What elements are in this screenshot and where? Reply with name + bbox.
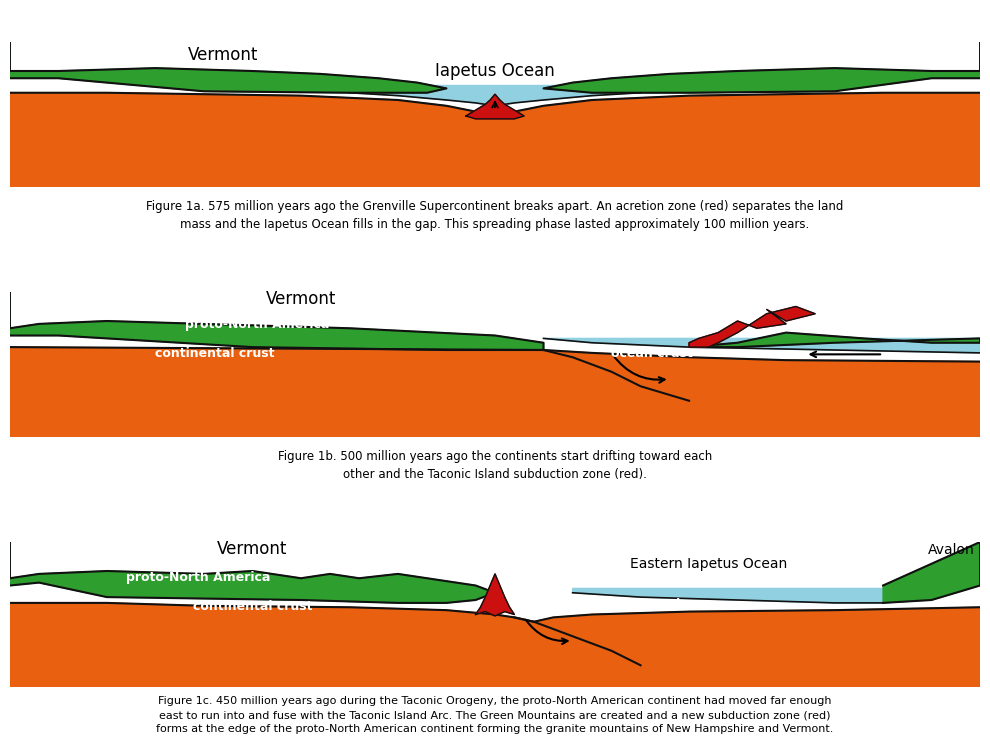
- Text: Figure 1a. 575 million years ago the Grenville Supercontinent breaks apart. An a: Figure 1a. 575 million years ago the Gre…: [147, 200, 843, 231]
- Polygon shape: [10, 292, 544, 350]
- Text: 575 million years ago: 575 million years ago: [15, 11, 268, 31]
- Text: proto-North America: proto-North America: [127, 572, 270, 584]
- Polygon shape: [544, 338, 980, 353]
- Polygon shape: [466, 94, 524, 118]
- Polygon shape: [10, 372, 980, 437]
- Polygon shape: [544, 350, 689, 437]
- Polygon shape: [10, 93, 980, 187]
- Text: Iapetus Ocean: Iapetus Ocean: [436, 62, 554, 80]
- Text: Vermont: Vermont: [265, 290, 337, 308]
- Polygon shape: [883, 542, 980, 603]
- Text: Vermont: Vermont: [188, 46, 258, 64]
- Polygon shape: [10, 112, 980, 187]
- Polygon shape: [10, 603, 534, 687]
- Polygon shape: [10, 42, 446, 93]
- Text: continental crust: continental crust: [155, 347, 275, 360]
- Polygon shape: [475, 574, 515, 616]
- Polygon shape: [10, 347, 544, 437]
- Polygon shape: [534, 608, 980, 687]
- Text: 450 million years ago: 450 million years ago: [15, 511, 267, 531]
- Text: continental crust: continental crust: [193, 600, 312, 613]
- Text: ocean crust: ocean crust: [612, 347, 693, 360]
- Text: Figure 1b. 500 million years ago the continents start drifting toward each
other: Figure 1b. 500 million years ago the con…: [278, 450, 712, 481]
- Polygon shape: [544, 42, 980, 93]
- Polygon shape: [544, 350, 980, 437]
- Polygon shape: [349, 86, 641, 106]
- Text: 500 million years ago: 500 million years ago: [15, 261, 267, 281]
- Polygon shape: [689, 332, 980, 347]
- Polygon shape: [572, 589, 883, 603]
- Polygon shape: [689, 307, 815, 347]
- Text: ocean crust: ocean crust: [600, 597, 681, 610]
- Text: Eastern Iapetus Ocean: Eastern Iapetus Ocean: [630, 557, 787, 571]
- Text: Avalon: Avalon: [928, 542, 974, 556]
- Polygon shape: [10, 622, 980, 687]
- Text: proto-North America: proto-North America: [184, 318, 329, 332]
- Polygon shape: [515, 617, 641, 687]
- Text: Vermont: Vermont: [217, 539, 288, 557]
- Polygon shape: [10, 542, 495, 603]
- Text: Figure 1c. 450 million years ago during the Taconic Orogeny, the proto-North Ame: Figure 1c. 450 million years ago during …: [156, 696, 834, 734]
